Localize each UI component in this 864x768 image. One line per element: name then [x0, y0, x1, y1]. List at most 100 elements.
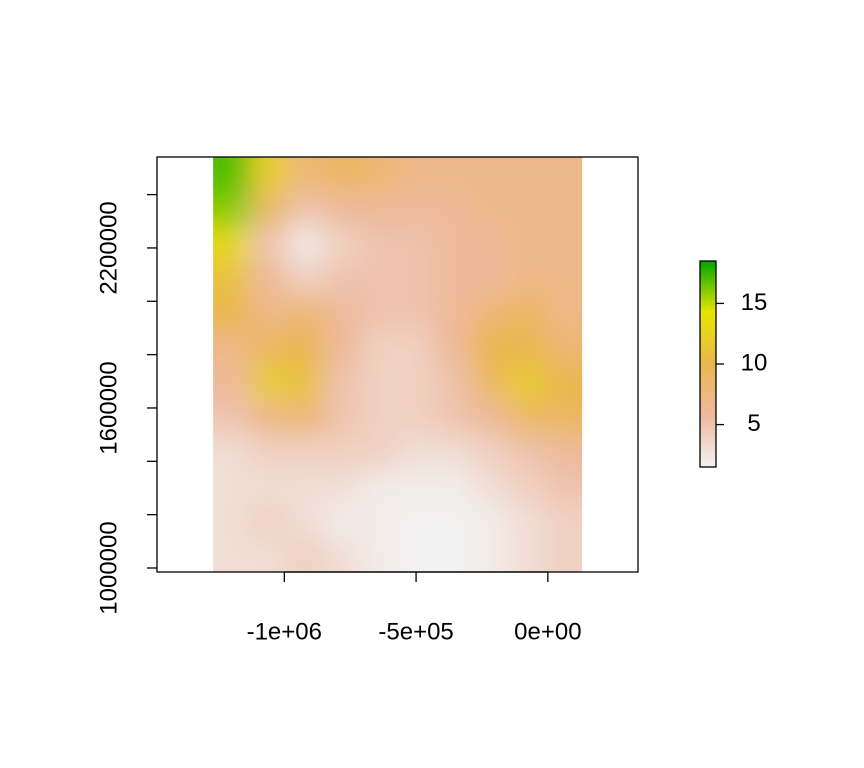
heat-cell — [360, 503, 399, 540]
heat-cell — [508, 261, 546, 297]
heat-cell — [323, 434, 362, 470]
heat-cell — [360, 469, 399, 505]
heat-cell — [471, 538, 509, 572]
heat-cell — [508, 503, 546, 540]
heat-cell — [250, 469, 288, 505]
heat-cell — [471, 226, 509, 262]
heat-cell — [397, 469, 436, 505]
heat-cell — [286, 469, 325, 505]
heat-cell — [213, 503, 251, 540]
heat-cell — [250, 503, 288, 540]
heat-cell — [250, 295, 288, 332]
heat-cell — [286, 295, 325, 332]
x-tick-label: -5e+05 — [378, 618, 453, 645]
heat-cell — [213, 261, 251, 297]
heat-cell — [545, 503, 583, 540]
heat-cell — [250, 399, 288, 436]
heat-cell — [323, 261, 362, 297]
heat-cell — [397, 434, 436, 470]
heat-cell — [508, 157, 546, 193]
heat-cell — [434, 261, 472, 297]
heat-cell — [360, 365, 399, 401]
heat-cell — [508, 365, 546, 401]
heat-cell — [213, 434, 251, 470]
heat-cell — [397, 295, 436, 332]
heat-cell — [471, 261, 509, 297]
heat-cell — [213, 226, 251, 262]
heat-cell — [286, 261, 325, 297]
heat-cell — [434, 503, 472, 540]
heat-cell — [471, 330, 509, 366]
heat-cell — [508, 538, 546, 572]
heat-cell — [323, 469, 362, 505]
heat-cell — [397, 191, 436, 228]
heat-cell — [545, 434, 583, 470]
heat-cell — [508, 399, 546, 436]
heat-cell — [286, 157, 325, 193]
heat-cell — [250, 538, 288, 572]
heatmap — [213, 157, 583, 572]
heat-cell — [545, 295, 583, 332]
heat-cell — [508, 330, 546, 366]
heat-cell — [360, 157, 399, 193]
heat-cell — [545, 365, 583, 401]
heat-cell — [360, 538, 399, 572]
heat-cell — [508, 469, 546, 505]
heat-cell — [471, 295, 509, 332]
heat-cell — [397, 365, 436, 401]
heat-cell — [434, 295, 472, 332]
heat-cell — [471, 503, 509, 540]
heat-cell — [360, 330, 399, 366]
heat-cell — [250, 434, 288, 470]
heat-cell — [434, 191, 472, 228]
legend-colorbar — [699, 260, 717, 468]
heat-cell — [360, 434, 399, 470]
heat-cell — [471, 469, 509, 505]
heat-cell — [508, 295, 546, 332]
heat-cell — [323, 330, 362, 366]
heat-cell — [323, 365, 362, 401]
heat-cell — [323, 295, 362, 332]
heat-cell — [397, 261, 436, 297]
heat-cell — [545, 226, 583, 262]
heat-cell — [471, 191, 509, 228]
heat-cell — [508, 226, 546, 262]
heat-cell — [471, 157, 509, 193]
legend-tick-label: 15 — [741, 289, 768, 316]
y-tick-label: 2200000 — [95, 201, 122, 294]
heat-cell — [545, 538, 583, 572]
heat-cell — [323, 157, 362, 193]
heat-cell — [434, 157, 472, 193]
heat-cell — [397, 226, 436, 262]
heat-cell — [434, 434, 472, 470]
heat-cell — [471, 399, 509, 436]
heatmap-cells — [213, 157, 583, 572]
heat-cell — [286, 538, 325, 572]
heat-cell — [213, 191, 251, 228]
heat-cell — [434, 330, 472, 366]
heat-cell — [545, 157, 583, 193]
heat-cell — [434, 226, 472, 262]
heat-cell — [213, 399, 251, 436]
legend-tick-label: 5 — [747, 410, 760, 437]
heat-cell — [323, 503, 362, 540]
heat-cell — [360, 261, 399, 297]
heat-cell — [471, 365, 509, 401]
heat-cell — [213, 330, 251, 366]
heat-cell — [250, 191, 288, 228]
heat-cell — [250, 365, 288, 401]
heat-cell — [286, 191, 325, 228]
heat-cell — [397, 330, 436, 366]
heat-cell — [360, 226, 399, 262]
x-tick-label: -1e+06 — [247, 618, 322, 645]
heat-cell — [213, 365, 251, 401]
heat-cell — [323, 191, 362, 228]
legend-tick-label: 10 — [741, 349, 768, 376]
heat-cell — [545, 469, 583, 505]
heat-cell — [360, 295, 399, 332]
heat-cell — [434, 538, 472, 572]
heat-cell — [323, 399, 362, 436]
heat-cell — [508, 434, 546, 470]
heat-cell — [434, 469, 472, 505]
